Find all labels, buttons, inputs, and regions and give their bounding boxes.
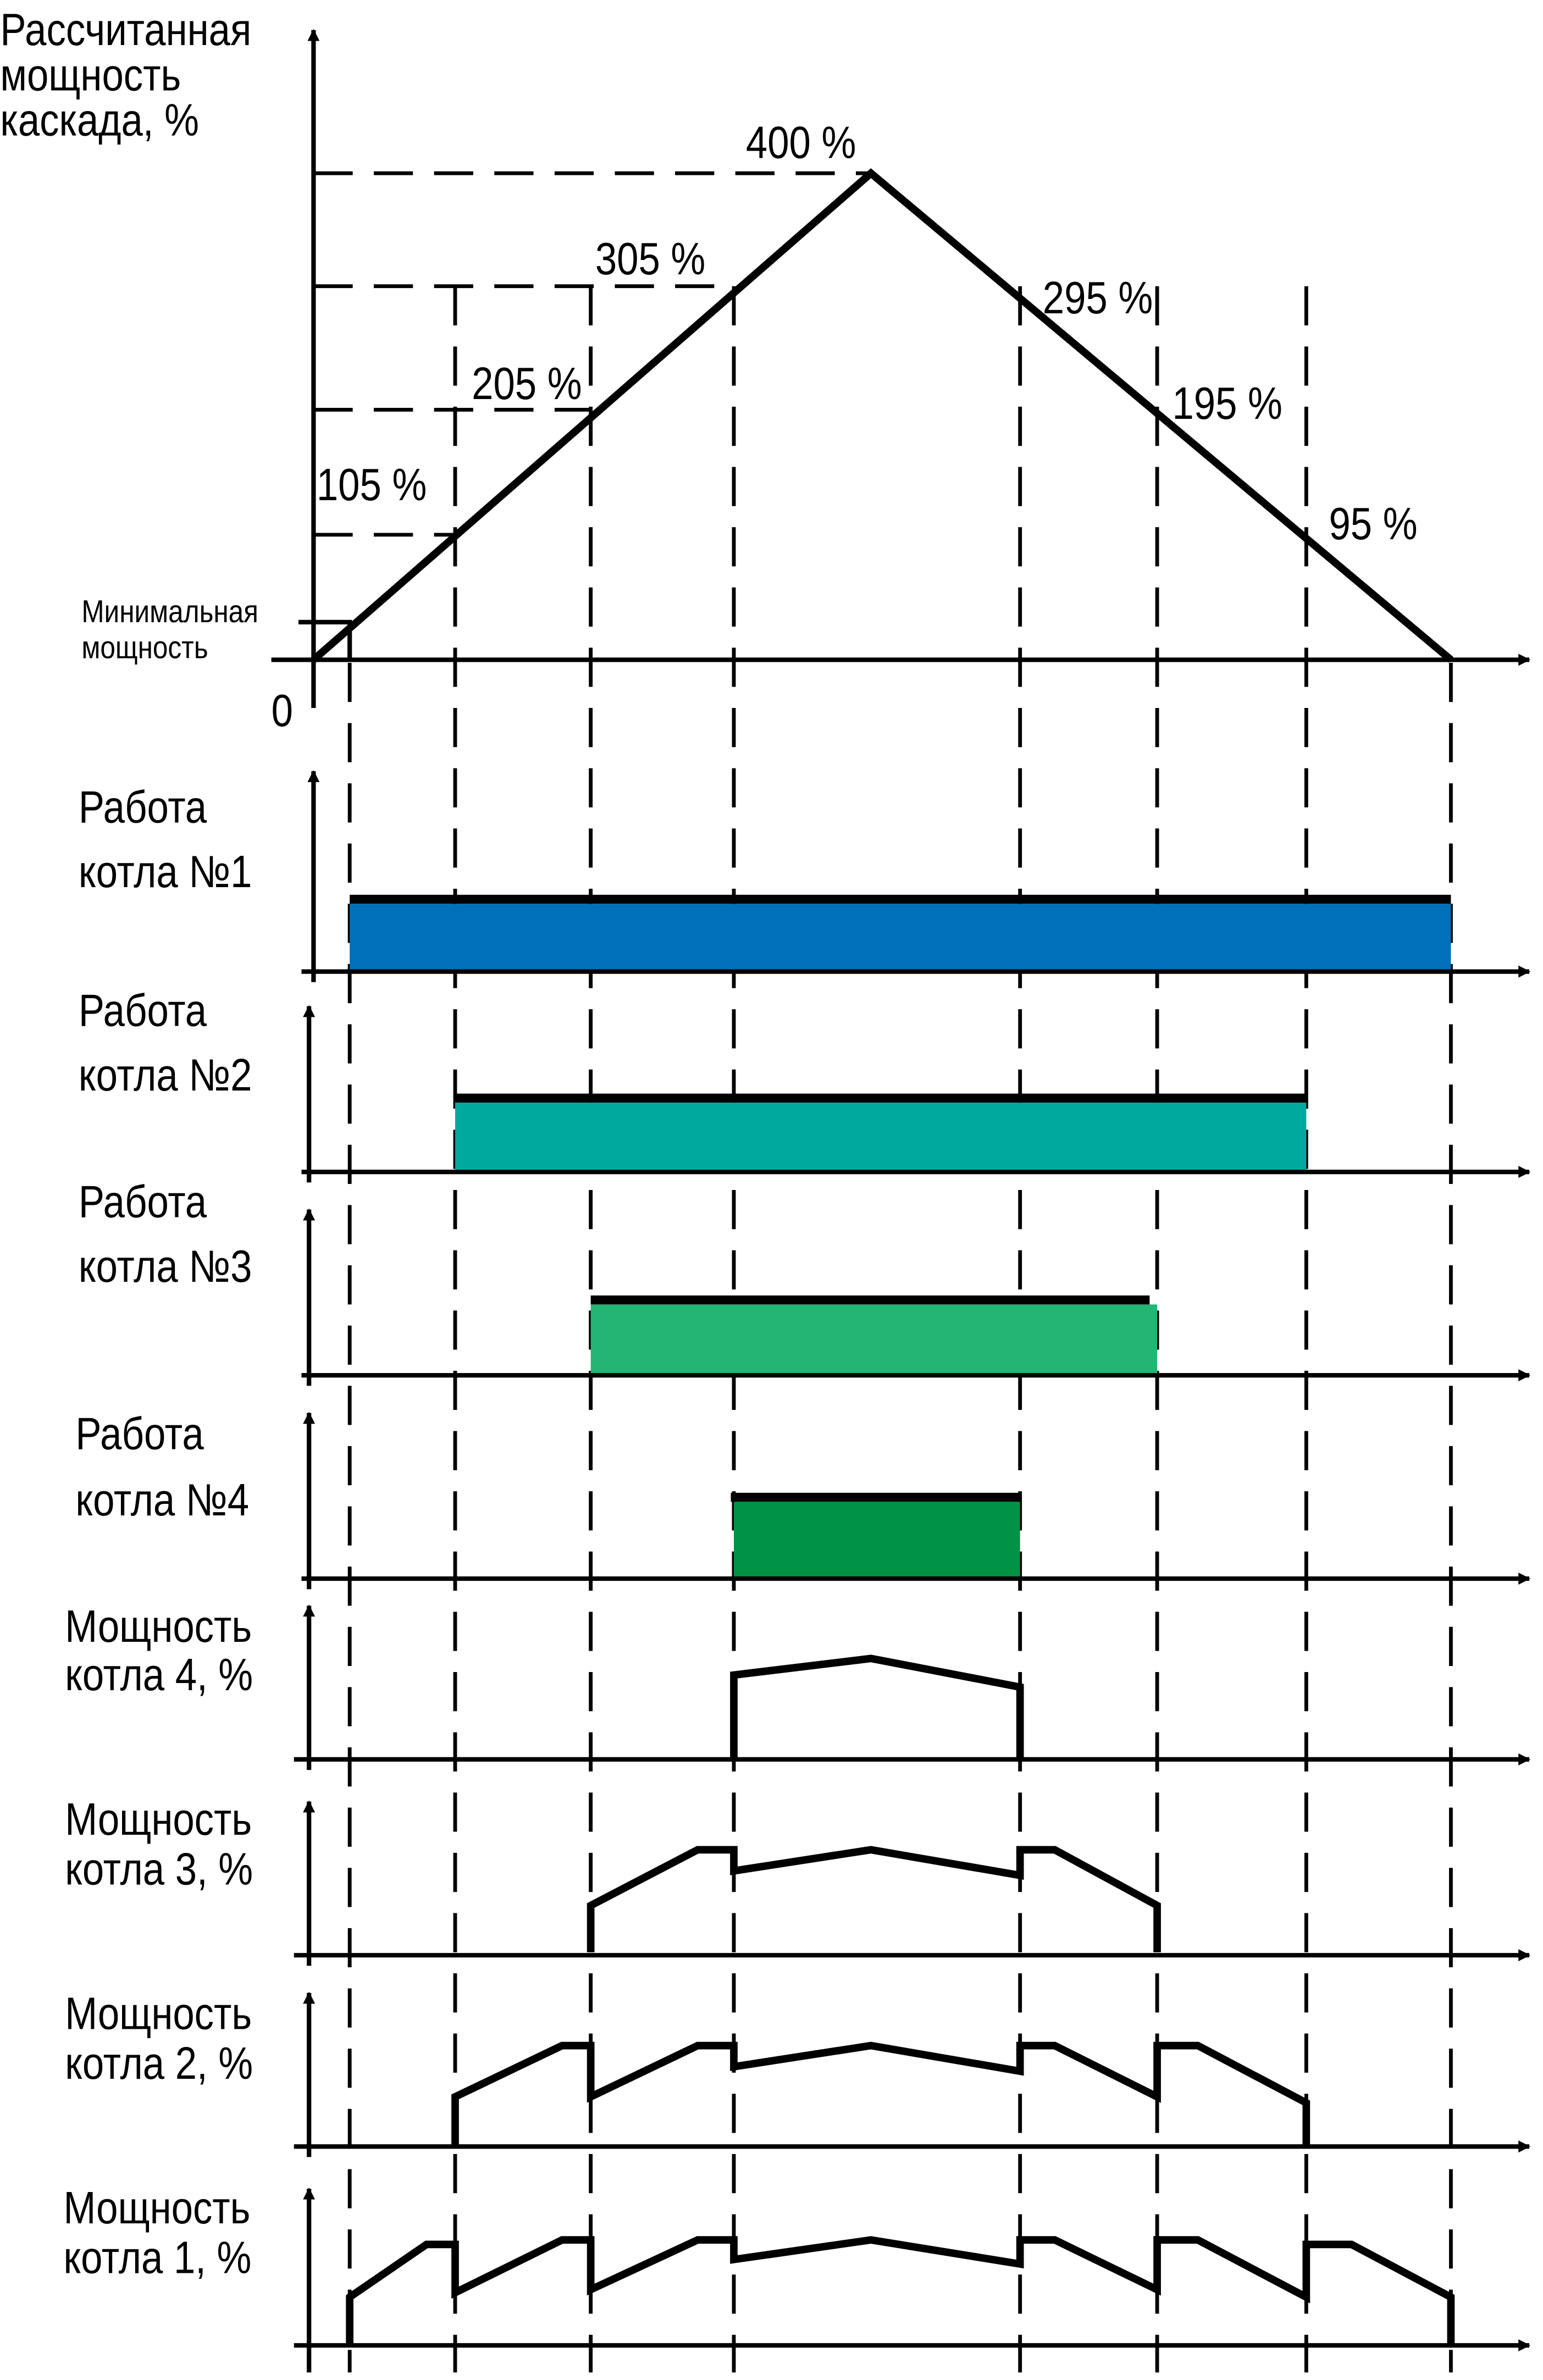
boiler-1-power-curve <box>346 2236 1455 2345</box>
panel-label-line2: котла 1, % <box>63 2233 251 2283</box>
panel-label-line1: Мощность <box>65 1602 252 1652</box>
panel-label-line2: котла №4 <box>75 1475 249 1525</box>
panel-label-line2: котла №3 <box>79 1242 252 1292</box>
boiler-2-on-bar <box>455 1103 1307 1172</box>
panel-label-line2: котла 4, % <box>65 1650 253 1700</box>
label-195: 195 % <box>1172 379 1282 429</box>
panel-label-line1: Работа <box>75 1409 204 1459</box>
boiler-4-power-panel: Мощность котла 4, % <box>65 1602 1531 1770</box>
label-295: 295 % <box>1043 273 1153 323</box>
boiler-2-work-panel: Работа котла №2 <box>79 986 1531 1183</box>
panel-label-line1: Мощность <box>65 1795 252 1845</box>
boiler-3-power-panel: Мощность котла 3, % <box>65 1795 1531 1966</box>
label-105: 105 % <box>317 460 427 510</box>
panel-label-line1: Работа <box>79 782 207 832</box>
boiler-3-work-panel: Работа котла №3 <box>79 1177 1531 1386</box>
panel-label-line1: Мощность <box>63 2183 250 2233</box>
min-power-label-line2: мощность <box>81 630 208 665</box>
boiler-4-work-panel: Работа котла №4 <box>75 1409 1531 1590</box>
boiler-3-power-curve <box>587 1846 1161 1952</box>
panel-label-line2: котла №1 <box>79 847 252 897</box>
min-power-bracket <box>298 619 352 660</box>
boiler-1-work-panel: Работа котла №1 <box>79 770 1531 982</box>
y-axis-label-line1: Рассчитанная <box>0 5 251 55</box>
boiler-2-power-panel: Мощность котла 2, % <box>65 1989 1531 2157</box>
panel-label-line1: Работа <box>79 1177 207 1227</box>
label-305: 305 % <box>595 234 705 284</box>
boiler-2-power-curve <box>451 2041 1310 2147</box>
boiler-4-on-bar <box>733 1502 1020 1578</box>
y-axis-label-line2: мощность <box>0 51 181 101</box>
panel-label-line2: котла №2 <box>79 1050 252 1100</box>
panel-label-line1: Работа <box>79 986 207 1036</box>
boiler-4-power-curve <box>730 1654 1024 1759</box>
cascade-power-curve <box>311 168 1453 663</box>
panel-label-line2: котла 2, % <box>65 2039 253 2089</box>
label-205: 205 % <box>472 359 582 409</box>
y-axis-label-line3: каскада, % <box>0 96 199 146</box>
boiler-1-on-bar <box>350 904 1451 972</box>
label-400: 400 % <box>746 118 856 168</box>
label-95: 95 % <box>1329 499 1417 549</box>
origin-label: 0 <box>272 686 293 736</box>
panel-label-line1: Мощность <box>65 1989 252 2039</box>
boiler-1-power-panel: Мощность котла 1, % <box>63 2183 1531 2373</box>
min-power-label-line1: Минимальная <box>81 594 258 629</box>
boiler-3-on-bar <box>590 1304 1158 1376</box>
panel-label-line2: котла 3, % <box>65 1844 253 1894</box>
cascade-power-chart: Рассчитанная мощность каскада, % 0 Миним… <box>0 5 1531 736</box>
